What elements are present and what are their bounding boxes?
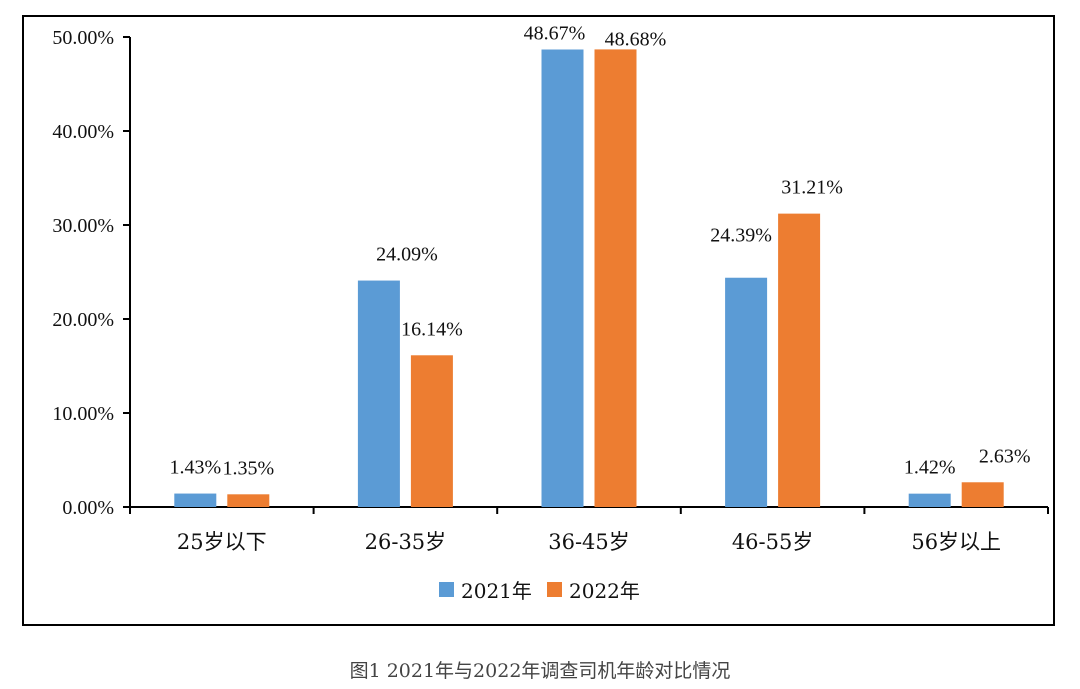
bar-2021年-25岁以下: [174, 493, 217, 507]
x-tick-label: 26-35岁: [365, 530, 447, 554]
axes: 0.00% 10.00% 20.00% 30.00% 40.00% 50.00% 25岁以下…: [52, 27, 1049, 554]
y-tick-label: 40.00%: [52, 121, 114, 143]
bar-2022年-26-35岁: [410, 355, 453, 507]
bar-2022年-25岁以下: [227, 494, 270, 507]
data-label: 1.42%: [904, 457, 956, 479]
y-tick-label: 10.00%: [52, 403, 114, 425]
bar-2021年-36-45岁: [541, 49, 584, 507]
bar-2022年-36-45岁: [594, 49, 637, 508]
bar-2021年-46-55岁: [725, 277, 768, 507]
data-label: 2.63%: [979, 445, 1031, 467]
bar-2021年-56岁以上: [908, 493, 951, 507]
legend: 2021年 2022年: [439, 579, 640, 603]
legend-label: 2021年: [461, 579, 532, 603]
legend-swatch: [547, 582, 562, 597]
y-tick-label: 30.00%: [52, 215, 114, 237]
data-label: 48.67%: [524, 23, 586, 45]
data-label: 24.09%: [376, 244, 438, 266]
bar-2021年-26-35岁: [357, 280, 400, 507]
bars: [174, 49, 1004, 508]
x-tick-label: 46-55岁: [732, 530, 814, 554]
data-label: 31.21%: [781, 177, 843, 199]
bar-2022年-46-55岁: [778, 213, 821, 507]
figure-caption: 图1 2021年与2022年调查司机年龄对比情况: [349, 660, 731, 682]
y-tick-label: 20.00%: [52, 309, 114, 331]
data-labels: 1.43% 24.09% 48.67% 24.39% 1.42% 1.35% 16.14% 4…: [169, 23, 1030, 480]
data-label: 1.43%: [169, 457, 221, 479]
bar-2022年-56岁以上: [961, 482, 1004, 507]
data-label: 1.35%: [222, 457, 274, 479]
chart-border: [22, 15, 1055, 626]
y-tick-label: 50.00%: [52, 27, 114, 49]
legend-swatch: [439, 582, 454, 597]
x-tick-label: 36-45岁: [548, 530, 630, 554]
data-label: 48.68%: [605, 28, 667, 50]
data-label: 16.14%: [401, 318, 463, 340]
x-tick-label: 56岁以上: [911, 530, 1001, 554]
legend-label: 2022年: [569, 579, 640, 603]
data-label: 24.39%: [710, 225, 772, 247]
y-tick-label: 0.00%: [62, 497, 114, 519]
x-tick-label: 25岁以下: [177, 530, 267, 554]
